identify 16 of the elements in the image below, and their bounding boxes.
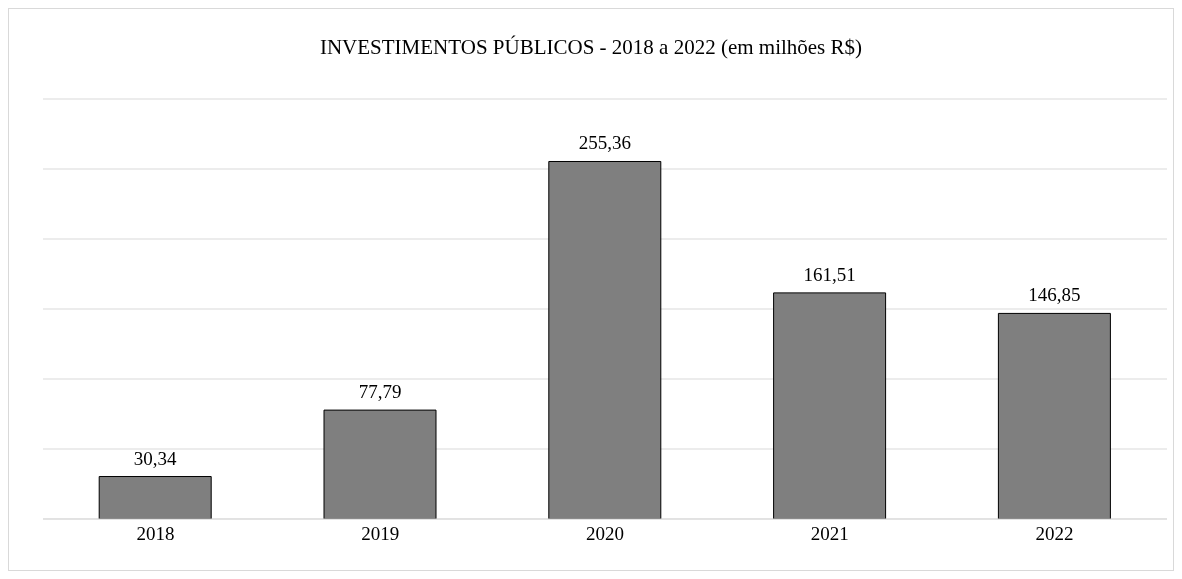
x-tick-label: 2018	[136, 523, 175, 545]
bar	[98, 476, 212, 519]
data-label: 77,79	[358, 381, 402, 403]
x-tick-label: 2021	[810, 523, 849, 545]
chart-title: INVESTIMENTOS PÚBLICOS - 2018 a 2022 (em milhões R$)	[318, 34, 864, 61]
bar	[548, 161, 662, 519]
data-label: 161,51	[803, 263, 856, 285]
x-tick-label: 2022	[1035, 523, 1074, 545]
bar	[773, 292, 887, 519]
data-label: 146,85	[1028, 284, 1081, 306]
data-label: 30,34	[133, 447, 178, 469]
x-tick-label: 2020	[586, 523, 624, 545]
x-tick-label: 2019	[361, 523, 400, 545]
bar	[323, 409, 437, 519]
bar	[997, 312, 1111, 519]
data-label: 255,36	[578, 132, 631, 154]
